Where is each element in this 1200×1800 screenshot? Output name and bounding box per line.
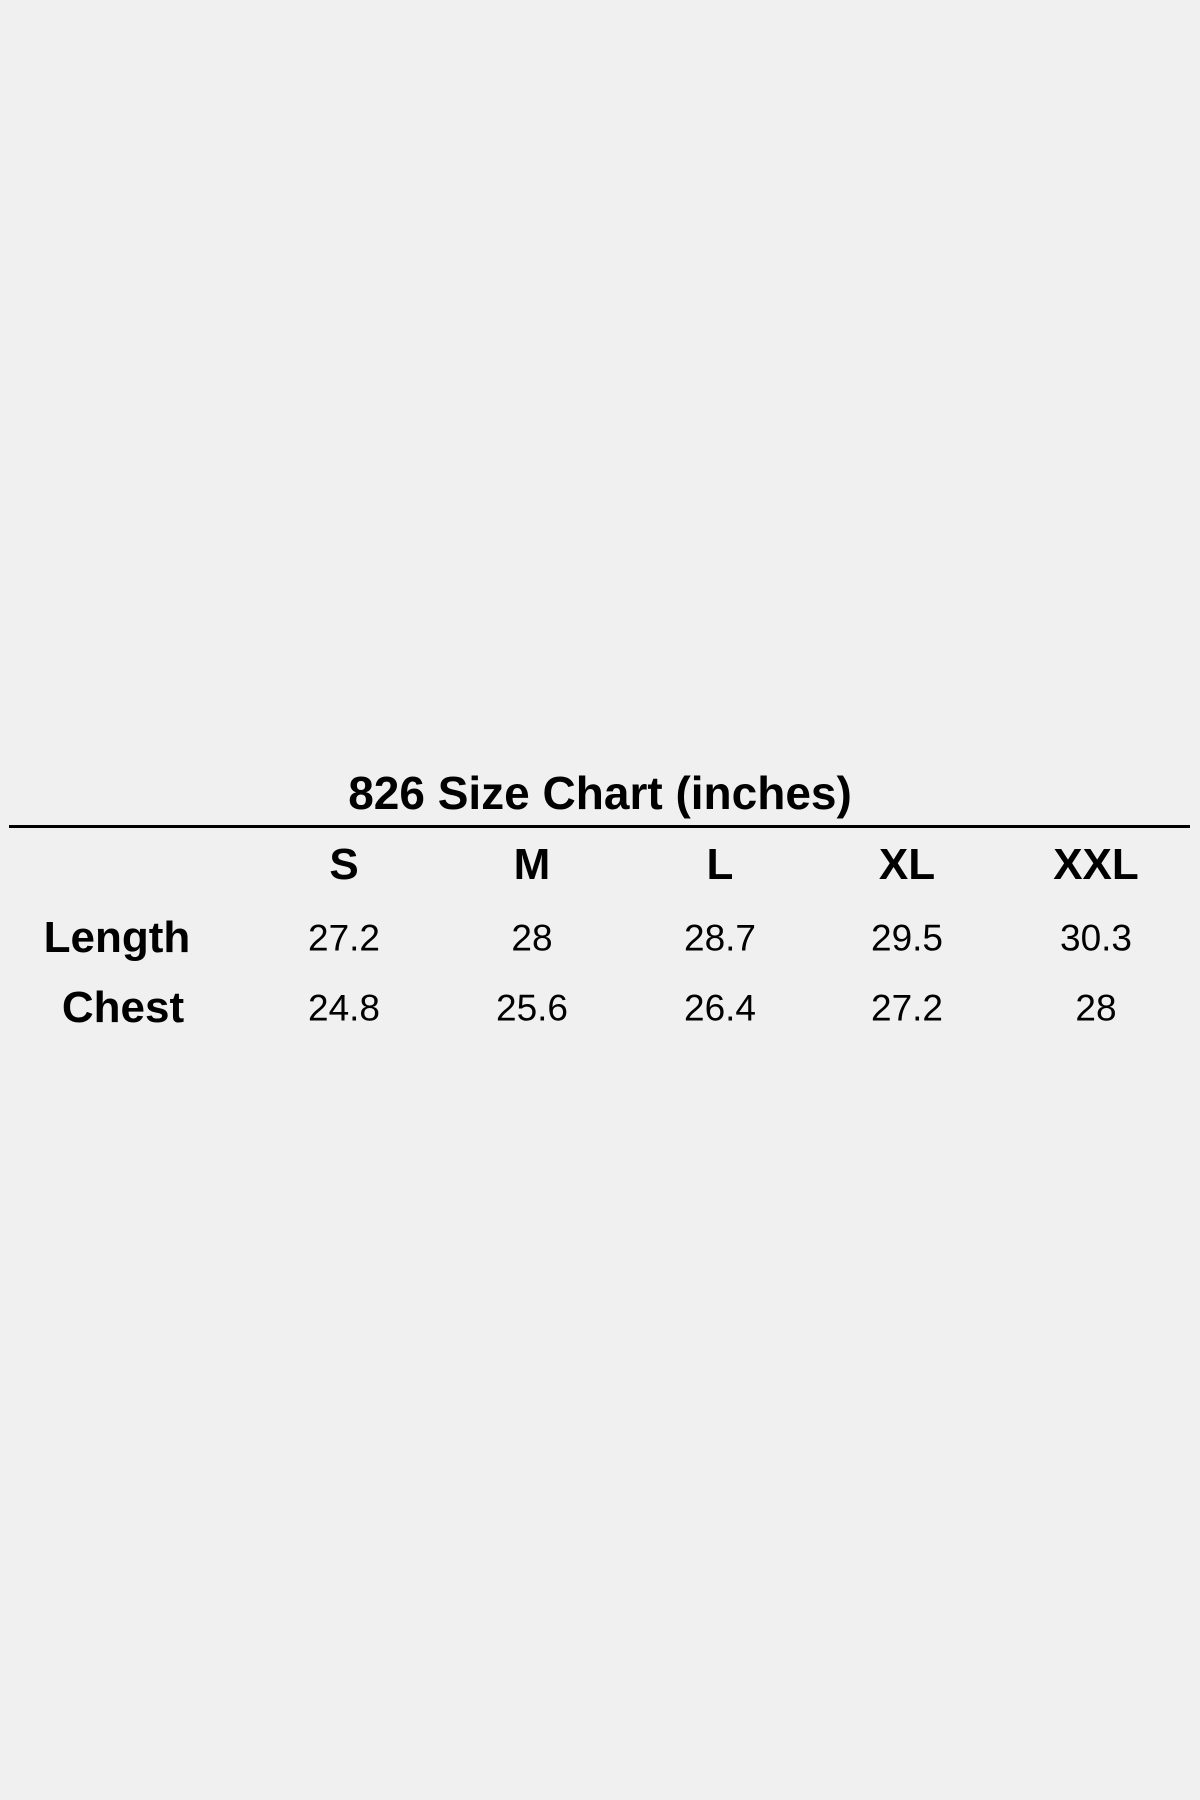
title-divider xyxy=(9,825,1190,828)
table-cell: 27.2 xyxy=(870,987,944,1029)
table-cell: 30.3 xyxy=(1059,917,1133,959)
table-cell: 26.4 xyxy=(683,987,757,1029)
chart-title: 826 Size Chart (inches) xyxy=(348,767,852,819)
table-cell: 28 xyxy=(1075,987,1117,1029)
column-header-xxl: XXL xyxy=(1053,840,1139,889)
table-cell: 29.5 xyxy=(870,917,944,959)
table-cell: 28.7 xyxy=(683,917,757,959)
column-header-s: S xyxy=(329,840,359,889)
table-cell: 27.2 xyxy=(307,917,381,959)
column-header-xl: XL xyxy=(878,840,936,889)
row-label-length: Length xyxy=(43,913,191,962)
row-label-chest: Chest xyxy=(61,983,185,1032)
column-header-l: L xyxy=(706,840,734,889)
table-cell: 24.8 xyxy=(307,987,381,1029)
table-cell: 25.6 xyxy=(495,987,569,1029)
column-header-m: M xyxy=(513,840,551,889)
table-cell: 28 xyxy=(511,917,553,959)
